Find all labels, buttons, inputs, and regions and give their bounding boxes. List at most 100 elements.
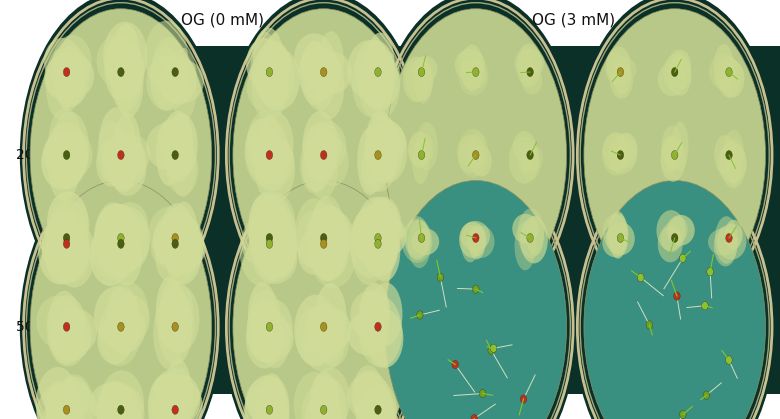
Ellipse shape	[172, 239, 179, 248]
Ellipse shape	[257, 226, 283, 281]
Ellipse shape	[97, 35, 140, 88]
Ellipse shape	[243, 388, 278, 419]
Ellipse shape	[360, 54, 398, 110]
Ellipse shape	[521, 146, 541, 181]
Ellipse shape	[266, 150, 273, 160]
Ellipse shape	[41, 398, 85, 419]
Ellipse shape	[57, 47, 90, 105]
Ellipse shape	[118, 67, 124, 77]
Ellipse shape	[245, 118, 289, 187]
Ellipse shape	[725, 150, 732, 160]
Ellipse shape	[97, 227, 141, 275]
Ellipse shape	[255, 136, 295, 203]
Ellipse shape	[160, 285, 200, 353]
Ellipse shape	[367, 121, 406, 163]
Ellipse shape	[455, 49, 485, 81]
Ellipse shape	[38, 220, 83, 285]
Ellipse shape	[254, 44, 294, 108]
Ellipse shape	[408, 133, 430, 167]
Ellipse shape	[300, 137, 328, 194]
Ellipse shape	[369, 223, 400, 282]
Ellipse shape	[51, 112, 89, 184]
Ellipse shape	[306, 206, 350, 261]
Ellipse shape	[357, 127, 383, 195]
Ellipse shape	[98, 121, 126, 184]
Ellipse shape	[403, 57, 430, 102]
Ellipse shape	[91, 217, 133, 279]
Ellipse shape	[161, 367, 194, 419]
Ellipse shape	[30, 9, 211, 301]
Ellipse shape	[151, 228, 193, 269]
Ellipse shape	[605, 52, 625, 84]
Ellipse shape	[516, 44, 541, 87]
Ellipse shape	[657, 210, 686, 251]
Ellipse shape	[347, 373, 391, 419]
Ellipse shape	[661, 136, 686, 182]
Ellipse shape	[725, 356, 732, 364]
Ellipse shape	[242, 222, 278, 266]
Ellipse shape	[522, 145, 543, 172]
Ellipse shape	[294, 295, 337, 366]
Ellipse shape	[255, 134, 289, 192]
Ellipse shape	[165, 213, 201, 265]
Text: 30 min: 30 min	[300, 44, 348, 58]
Ellipse shape	[55, 46, 82, 111]
Ellipse shape	[679, 254, 686, 262]
Ellipse shape	[707, 268, 714, 276]
Ellipse shape	[350, 291, 389, 339]
Ellipse shape	[311, 230, 356, 288]
Ellipse shape	[148, 373, 186, 419]
Ellipse shape	[458, 141, 483, 173]
Text: 30 min: 30 min	[651, 44, 699, 58]
Ellipse shape	[366, 114, 399, 183]
Ellipse shape	[63, 322, 70, 331]
Ellipse shape	[515, 222, 536, 270]
Ellipse shape	[637, 273, 644, 282]
Ellipse shape	[367, 33, 395, 91]
Ellipse shape	[469, 225, 485, 259]
Ellipse shape	[311, 196, 344, 259]
Ellipse shape	[156, 277, 184, 349]
Text: 50 °C: 50 °C	[16, 320, 55, 334]
Ellipse shape	[491, 344, 497, 352]
Ellipse shape	[358, 290, 390, 337]
Ellipse shape	[251, 315, 293, 362]
Ellipse shape	[233, 9, 414, 301]
Ellipse shape	[672, 150, 678, 160]
Ellipse shape	[110, 301, 139, 355]
Ellipse shape	[522, 67, 542, 94]
Ellipse shape	[165, 218, 198, 267]
Ellipse shape	[385, 9, 566, 301]
Ellipse shape	[165, 216, 198, 284]
Ellipse shape	[55, 234, 90, 282]
Ellipse shape	[714, 62, 745, 90]
Ellipse shape	[318, 31, 344, 89]
Ellipse shape	[233, 181, 414, 419]
Ellipse shape	[370, 282, 402, 346]
Ellipse shape	[459, 222, 487, 258]
Ellipse shape	[254, 194, 293, 259]
Ellipse shape	[307, 133, 339, 199]
Ellipse shape	[106, 282, 148, 343]
Ellipse shape	[608, 211, 627, 259]
Ellipse shape	[718, 143, 747, 183]
Ellipse shape	[321, 239, 327, 248]
Ellipse shape	[110, 213, 137, 260]
Ellipse shape	[458, 129, 488, 177]
Ellipse shape	[725, 220, 743, 249]
Ellipse shape	[163, 60, 204, 103]
Ellipse shape	[296, 306, 335, 366]
Ellipse shape	[617, 67, 624, 77]
Ellipse shape	[146, 123, 190, 170]
Ellipse shape	[725, 233, 732, 243]
Ellipse shape	[261, 41, 290, 91]
Ellipse shape	[52, 308, 92, 361]
Ellipse shape	[246, 118, 275, 180]
Ellipse shape	[90, 225, 132, 286]
Ellipse shape	[294, 33, 334, 81]
Ellipse shape	[363, 215, 406, 258]
Ellipse shape	[303, 123, 342, 170]
Ellipse shape	[714, 44, 734, 92]
Ellipse shape	[374, 322, 381, 331]
Ellipse shape	[314, 204, 346, 259]
